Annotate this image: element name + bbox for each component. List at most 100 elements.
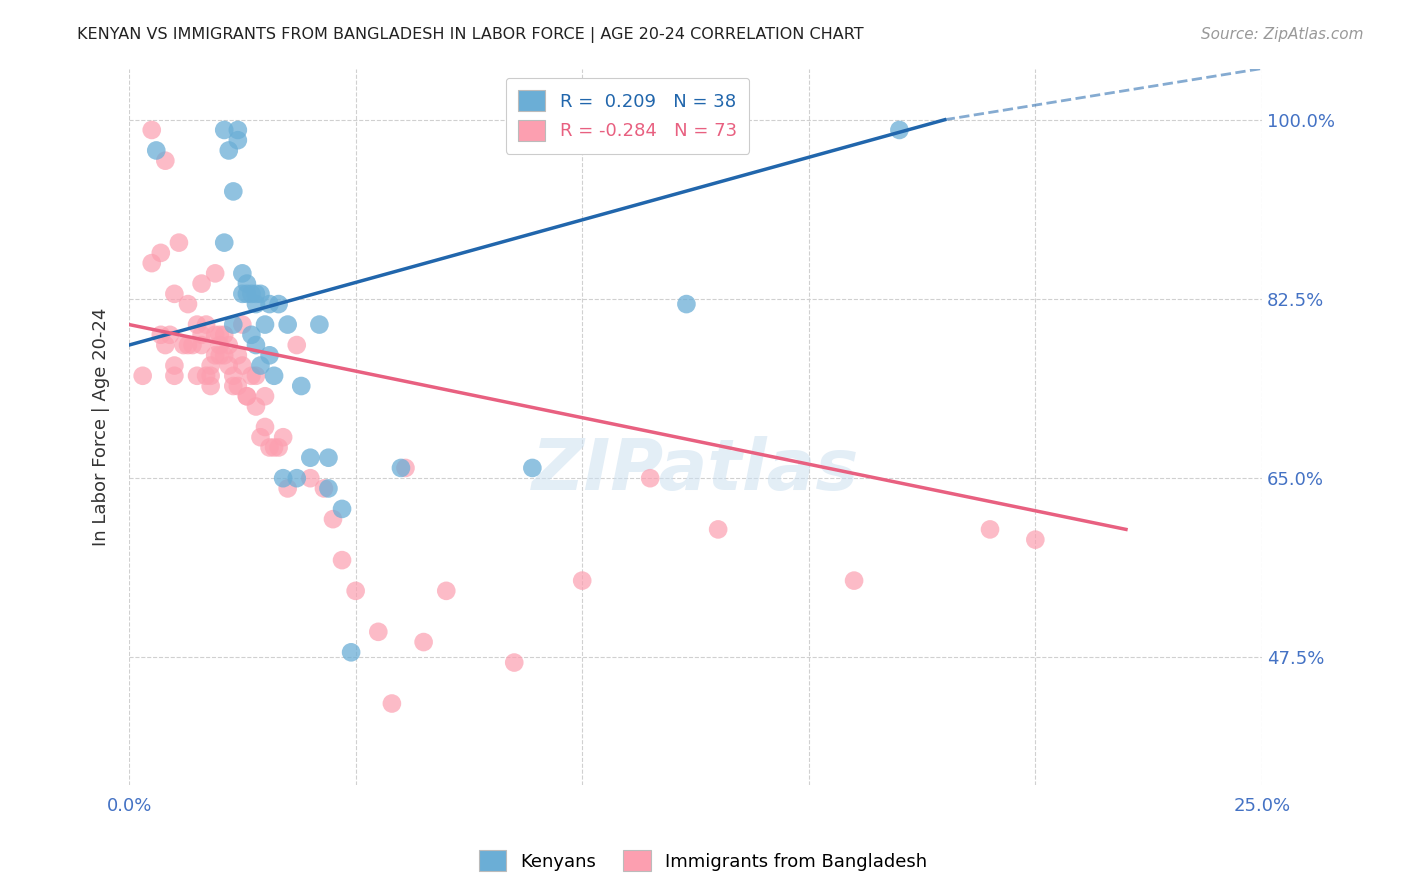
- Point: [231, 359, 253, 373]
- Point: [412, 635, 434, 649]
- Point: [231, 266, 253, 280]
- Point: [322, 512, 344, 526]
- Point: [208, 348, 231, 362]
- Point: [1024, 533, 1046, 547]
- Point: [271, 430, 294, 444]
- Point: [263, 441, 285, 455]
- Point: [253, 389, 276, 403]
- Point: [290, 379, 312, 393]
- Point: [253, 420, 276, 434]
- Point: [226, 123, 249, 137]
- Point: [434, 583, 457, 598]
- Point: [231, 318, 253, 332]
- Point: [222, 318, 245, 332]
- Point: [285, 338, 308, 352]
- Y-axis label: In Labor Force | Age 20-24: In Labor Force | Age 20-24: [93, 308, 110, 546]
- Legend: Kenyans, Immigrants from Bangladesh: Kenyans, Immigrants from Bangladesh: [471, 843, 935, 879]
- Point: [522, 461, 544, 475]
- Point: [638, 471, 661, 485]
- Point: [299, 471, 322, 485]
- Point: [344, 583, 367, 598]
- Point: [208, 338, 231, 352]
- Point: [222, 379, 245, 393]
- Point: [236, 389, 259, 403]
- Point: [195, 368, 218, 383]
- Point: [186, 318, 208, 332]
- Point: [236, 277, 259, 291]
- Point: [285, 471, 308, 485]
- Point: [259, 441, 281, 455]
- Point: [195, 318, 218, 332]
- Point: [249, 359, 271, 373]
- Point: [267, 297, 290, 311]
- Point: [259, 297, 281, 311]
- Text: Source: ZipAtlas.com: Source: ZipAtlas.com: [1201, 27, 1364, 42]
- Point: [200, 368, 222, 383]
- Point: [842, 574, 865, 588]
- Point: [249, 286, 271, 301]
- Point: [204, 327, 226, 342]
- Point: [245, 368, 267, 383]
- Point: [149, 327, 172, 342]
- Point: [226, 133, 249, 147]
- Point: [163, 359, 186, 373]
- Point: [245, 286, 267, 301]
- Point: [245, 400, 267, 414]
- Point: [212, 327, 235, 342]
- Point: [240, 286, 263, 301]
- Point: [231, 286, 253, 301]
- Point: [159, 327, 181, 342]
- Point: [571, 574, 593, 588]
- Point: [271, 471, 294, 485]
- Point: [222, 368, 245, 383]
- Text: KENYAN VS IMMIGRANTS FROM BANGLADESH IN LABOR FORCE | AGE 20-24 CORRELATION CHAR: KENYAN VS IMMIGRANTS FROM BANGLADESH IN …: [77, 27, 863, 43]
- Point: [889, 123, 911, 137]
- Point: [167, 235, 190, 250]
- Point: [222, 185, 245, 199]
- Point: [208, 327, 231, 342]
- Point: [155, 338, 177, 352]
- Point: [212, 235, 235, 250]
- Point: [240, 368, 263, 383]
- Point: [190, 338, 212, 352]
- Point: [181, 338, 204, 352]
- Point: [204, 266, 226, 280]
- Point: [218, 359, 240, 373]
- Point: [259, 348, 281, 362]
- Point: [240, 327, 263, 342]
- Point: [155, 153, 177, 168]
- Point: [245, 297, 267, 311]
- Point: [340, 645, 363, 659]
- Point: [330, 553, 353, 567]
- Point: [212, 123, 235, 137]
- Point: [675, 297, 697, 311]
- Point: [172, 338, 194, 352]
- Point: [200, 359, 222, 373]
- Point: [186, 368, 208, 383]
- Point: [163, 286, 186, 301]
- Point: [249, 430, 271, 444]
- Point: [236, 389, 259, 403]
- Point: [236, 286, 259, 301]
- Point: [277, 318, 299, 332]
- Point: [226, 379, 249, 393]
- Point: [245, 338, 267, 352]
- Point: [503, 656, 526, 670]
- Point: [204, 348, 226, 362]
- Point: [141, 123, 163, 137]
- Point: [381, 697, 404, 711]
- Point: [394, 461, 416, 475]
- Point: [367, 624, 389, 639]
- Text: ZIPatlas: ZIPatlas: [531, 435, 859, 505]
- Point: [263, 368, 285, 383]
- Point: [200, 379, 222, 393]
- Point: [389, 461, 412, 475]
- Point: [330, 502, 353, 516]
- Point: [226, 348, 249, 362]
- Point: [141, 256, 163, 270]
- Point: [131, 368, 153, 383]
- Point: [218, 338, 240, 352]
- Point: [149, 245, 172, 260]
- Point: [190, 327, 212, 342]
- Point: [190, 277, 212, 291]
